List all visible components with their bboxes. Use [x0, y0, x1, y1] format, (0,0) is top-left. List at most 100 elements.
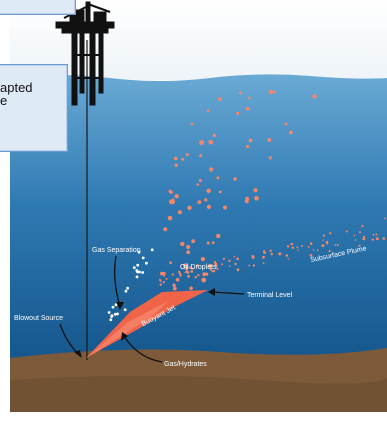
- blowout-source-label: Blowout Source: [14, 315, 63, 322]
- oil-droplet: [191, 239, 196, 244]
- plume-droplet: [291, 246, 294, 249]
- oil-droplet: [186, 250, 191, 255]
- oil-droplet: [208, 139, 214, 145]
- gas-bubble: [141, 256, 145, 260]
- plume-droplet: [251, 256, 255, 259]
- oil-droplet: [216, 233, 221, 239]
- plume-droplet: [285, 254, 289, 257]
- plume-droplet: [300, 245, 303, 247]
- oil-droplet: [162, 271, 166, 275]
- plume-droplet: [234, 262, 237, 266]
- plume-droplet: [269, 249, 272, 252]
- gas-bubble: [123, 308, 127, 312]
- plume-droplet: [383, 217, 386, 220]
- oil-droplet: [200, 257, 205, 262]
- oil-droplet: [180, 241, 185, 247]
- plume-droplet: [329, 232, 332, 235]
- plume-droplet: [262, 262, 265, 264]
- oil-droplet: [175, 277, 180, 282]
- oil-droplet: [172, 283, 176, 287]
- left-margin: [0, 0, 10, 425]
- oil-droplet: [289, 130, 293, 135]
- gas-bubble: [110, 315, 113, 318]
- oil-droplet: [267, 138, 272, 142]
- oil-droplet: [202, 272, 207, 277]
- oil-droplet: [216, 176, 220, 180]
- gas-bubble: [150, 248, 154, 252]
- oil-droplet: [169, 261, 172, 265]
- plume-droplet: [312, 249, 315, 251]
- plume-droplet: [184, 271, 187, 274]
- oil-droplet: [187, 205, 192, 210]
- plume-droplet: [286, 245, 290, 248]
- oil-droplet: [209, 167, 214, 172]
- gas-bubble: [135, 269, 139, 272]
- gas-bubble: [132, 266, 136, 269]
- oil-droplet: [206, 241, 210, 245]
- gas-bubble: [124, 289, 128, 293]
- oil-droplet: [206, 204, 211, 209]
- oil-droplet: [206, 109, 210, 112]
- plume-droplet: [375, 233, 378, 236]
- callout-text-line-1: apted: [0, 80, 33, 95]
- plume-droplet: [187, 274, 191, 278]
- gas-bubble: [109, 318, 113, 322]
- plume-droplet: [214, 262, 218, 266]
- oil-droplet: [284, 122, 288, 126]
- plume-droplet: [322, 239, 324, 241]
- oil-droplet: [190, 122, 194, 126]
- plume-droplet: [322, 234, 325, 237]
- oil-droplet: [273, 90, 277, 94]
- plume-droplet: [309, 254, 313, 257]
- oil-droplet: [186, 244, 191, 250]
- plume-droplet: [209, 266, 211, 269]
- oil-platform: [55, 1, 115, 106]
- bottom-margin: [0, 412, 387, 425]
- plume-droplet: [290, 242, 294, 246]
- plume-droplet: [197, 274, 200, 277]
- buoyant-jet: [86, 290, 208, 358]
- plume-droplet: [309, 242, 313, 245]
- oil-droplet: [198, 179, 202, 183]
- plume-droplet: [210, 264, 213, 267]
- oil-droplet: [169, 199, 174, 205]
- plume-droplet: [353, 234, 356, 237]
- gas-separation-label: Gas Separation: [92, 247, 141, 254]
- gas-bubble: [114, 303, 118, 307]
- plume-droplet: [372, 233, 375, 236]
- gas-bubble: [113, 312, 117, 316]
- oil-droplet: [177, 210, 182, 215]
- arrow-gas-separation: [114, 255, 121, 307]
- oil-droplet: [218, 97, 222, 101]
- oil-droplet: [197, 200, 202, 205]
- oil-droplet: [163, 227, 168, 232]
- gas-bubble: [126, 286, 129, 290]
- plume-droplet: [194, 276, 197, 279]
- plume-droplet: [371, 238, 374, 241]
- plume-droplet: [296, 246, 299, 249]
- plume-droplet: [262, 255, 265, 259]
- arrow-gas-hydrates: [123, 335, 163, 363]
- gas-bubble: [137, 250, 141, 254]
- callout-text-line-2: e: [0, 93, 8, 108]
- oil-droplet: [246, 145, 250, 149]
- oil-droplet: [218, 190, 222, 194]
- oil-droplet: [205, 272, 209, 276]
- gas-bubble: [138, 270, 141, 274]
- gas-hydrates-label: Gas/Hydrates: [164, 361, 207, 368]
- plume-droplet: [212, 269, 216, 273]
- plume-droplet: [287, 258, 290, 260]
- oil-droplet: [238, 91, 242, 95]
- gas-bubble: [111, 305, 115, 309]
- oil-droplet: [268, 89, 273, 95]
- plume-droplet: [354, 239, 357, 241]
- plume-droplet: [191, 267, 194, 270]
- oil-droplet: [196, 183, 200, 186]
- plume-droplet: [221, 263, 224, 266]
- oil-droplet: [199, 154, 203, 158]
- oil-droplets: [160, 89, 317, 291]
- oil-droplet: [185, 153, 189, 157]
- oil-droplet: [167, 215, 173, 221]
